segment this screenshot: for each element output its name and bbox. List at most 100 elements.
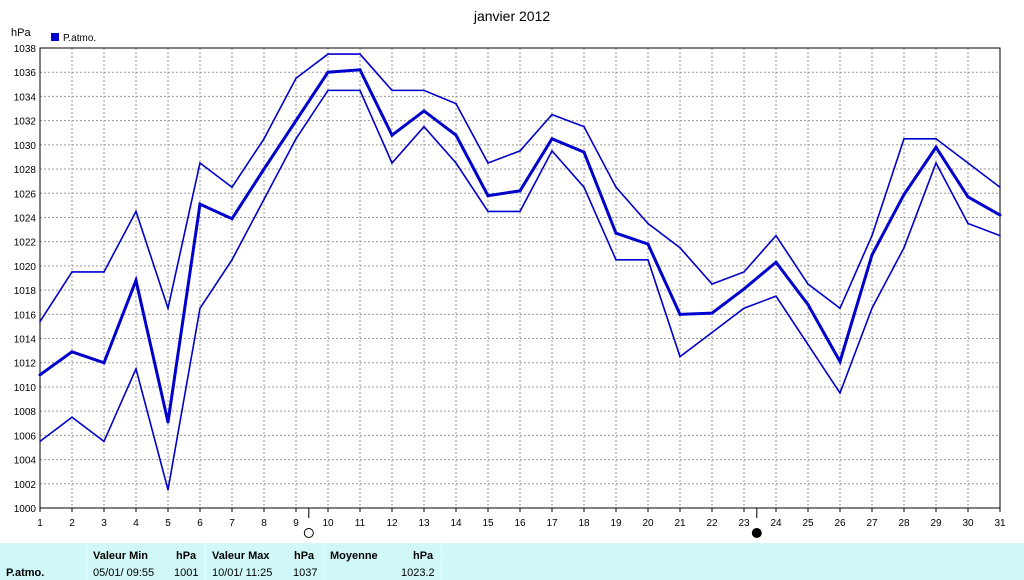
x-tick-label: 26 [834,518,846,529]
x-tick-label: 24 [770,518,782,529]
data-point-mean [70,350,74,354]
data-point-mean [134,278,138,282]
y-tick-label: 1000 [14,504,37,515]
data-point-min [135,367,137,370]
y-tick-label: 1006 [14,431,37,442]
data-point-max [711,283,713,285]
min-header: Valeur Min [93,550,149,562]
y-axis-unit: hPa [11,27,31,39]
data-point-mean [230,217,234,221]
data-point-mean [38,373,42,377]
x-tick-label: 16 [514,518,526,529]
data-point-mean [966,195,970,199]
x-tick-label: 11 [355,518,366,529]
data-point-max [839,307,841,310]
data-point-max [551,113,553,116]
data-point-mean [358,68,362,72]
data-point-mean [646,242,650,246]
x-tick-label: 28 [898,518,910,529]
x-tick-label: 6 [197,518,203,529]
min-date: 05/01/ 09:55 [93,567,155,579]
data-point-mean [390,133,394,137]
data-point-min [167,489,169,491]
data-point-max [231,186,233,189]
data-point-mean [678,312,682,316]
data-point-min [615,259,617,261]
min-unit: hPa [176,550,197,562]
avg-unit: hPa [413,550,434,562]
y-tick-label: 1032 [14,117,37,128]
data-point-min [199,307,201,310]
stats-divider [205,543,206,580]
data-point-mean [934,145,938,149]
data-point-min [359,89,361,92]
data-point-max [743,271,745,273]
data-point-max [615,186,617,189]
data-point-min [391,162,393,164]
x-tick-label: 15 [482,518,494,529]
data-point-min [103,440,105,443]
stats-panel: P.atmo. Valeur Min hPa 05/01/ 09:55 1001… [0,543,1024,580]
x-tick-label: 1 [37,518,43,529]
data-point-mean [614,231,618,235]
chart-title: janvier 2012 [473,8,550,24]
stats-row-label: P.atmo. [6,567,45,579]
pressure-chart: janvier 2012 hPa P.atmo. 1000 1002 1004 100… [11,8,1006,538]
x-tick-label: 20 [642,518,654,529]
max-date: 10/01/ 11:25 [212,567,273,579]
data-point-max [71,271,73,273]
data-point-min [263,198,265,201]
data-point-max [775,234,777,237]
x-tick-label: 10 [322,518,334,529]
data-point-mean [454,133,458,137]
x-tick-label: 9 [293,518,299,529]
data-point-max [391,89,393,92]
y-tick-label: 1024 [14,213,37,224]
data-point-mean [742,287,746,291]
data-point-mean [166,420,170,424]
data-point-mean [870,253,874,257]
x-tick-label: 23 [738,518,750,529]
data-point-max [263,137,265,140]
data-point-min [423,125,425,128]
avg-header: Moyenne [330,550,378,562]
x-tick-label: 19 [610,518,622,529]
y-tick-label: 1002 [14,480,37,491]
x-tick-label: 5 [165,518,171,529]
x-tick-label: 27 [866,518,878,529]
x-tick-label: 29 [930,518,942,529]
data-point-max [487,162,489,164]
data-point-mean [582,150,586,154]
data-point-min [519,210,521,213]
data-point-mean [326,70,330,74]
avg-value: 1023.2 [401,567,435,579]
data-point-max [327,53,329,55]
data-point-mean [102,361,106,365]
data-point-mean [806,303,810,307]
data-point-max [295,77,297,80]
data-point-max [903,137,905,140]
x-tick-label: 30 [962,518,974,529]
x-tick-label: 8 [261,518,267,529]
x-tick-label: 2 [69,518,75,529]
data-point-max [935,137,937,140]
y-tick-label: 1016 [14,310,37,321]
data-point-min [583,186,585,189]
stats-divider [87,543,88,580]
y-tick-label: 1026 [14,189,37,200]
x-tick-label: 4 [133,518,139,529]
data-point-mean [838,360,842,364]
data-point-mean [422,109,426,113]
y-tick-label: 1030 [14,141,37,152]
y-tick-label: 1020 [14,262,37,273]
data-point-max [647,222,649,225]
x-tick-label: 12 [386,518,398,529]
data-point-mean [550,137,554,141]
y-tick-label: 1036 [14,68,37,79]
data-point-min [71,416,73,419]
y-tick-label: 1034 [14,92,37,103]
data-point-min [903,246,905,249]
x-tick-label: 17 [546,518,558,529]
data-point-min [711,331,713,334]
data-point-max [999,186,1001,189]
